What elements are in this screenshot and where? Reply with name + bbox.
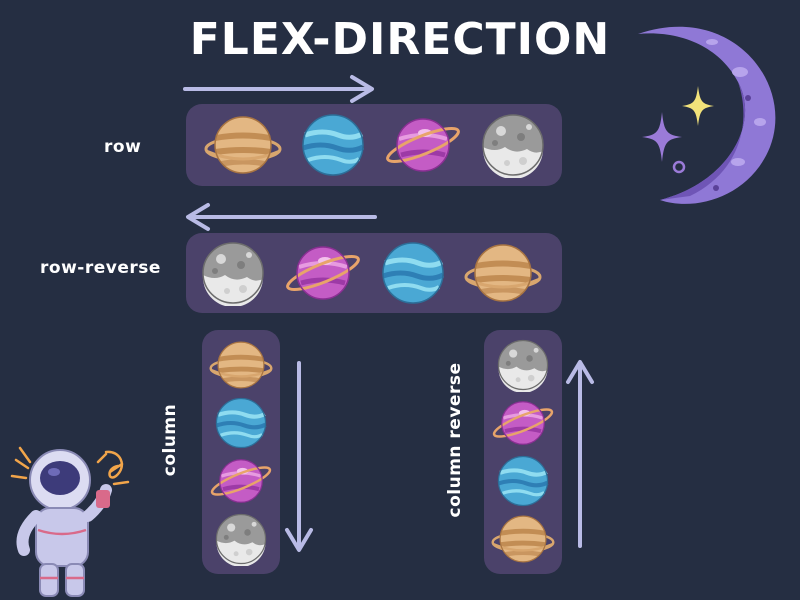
column-reverse-container	[484, 330, 562, 574]
label-row-reverse: row-reverse	[40, 258, 161, 278]
purple-planet-icon	[491, 396, 555, 450]
blue-planet-icon	[496, 454, 550, 508]
column-container	[202, 330, 280, 574]
row-container	[186, 104, 562, 186]
purple-planet-icon	[209, 454, 273, 508]
purple-planet-icon	[284, 240, 362, 306]
dot-icon	[672, 160, 686, 174]
saturn-planet-icon	[491, 512, 555, 566]
moon-planet-icon	[200, 240, 266, 306]
saturn-planet-icon	[204, 112, 282, 178]
arrow-up-icon	[565, 356, 595, 551]
saturn-planet-icon	[464, 240, 542, 306]
sparkle-icon	[680, 84, 716, 128]
moon-planet-icon	[214, 512, 268, 566]
row-reverse-container	[186, 233, 562, 313]
arrow-down-icon	[284, 358, 314, 558]
label-row: row	[104, 137, 141, 157]
blue-planet-icon	[300, 112, 366, 178]
moon-planet-icon	[496, 338, 550, 392]
moon-planet-icon	[480, 112, 546, 178]
purple-planet-icon	[384, 112, 462, 178]
label-column: column	[160, 404, 180, 477]
arrow-right-icon	[180, 74, 380, 104]
label-column-reverse: column reverse	[445, 363, 465, 518]
blue-planet-icon	[214, 396, 268, 450]
arrow-left-icon	[180, 202, 380, 232]
saturn-planet-icon	[209, 338, 273, 392]
astronaut-icon	[10, 446, 140, 600]
sparkle-icon	[640, 110, 684, 164]
blue-planet-icon	[380, 240, 446, 306]
